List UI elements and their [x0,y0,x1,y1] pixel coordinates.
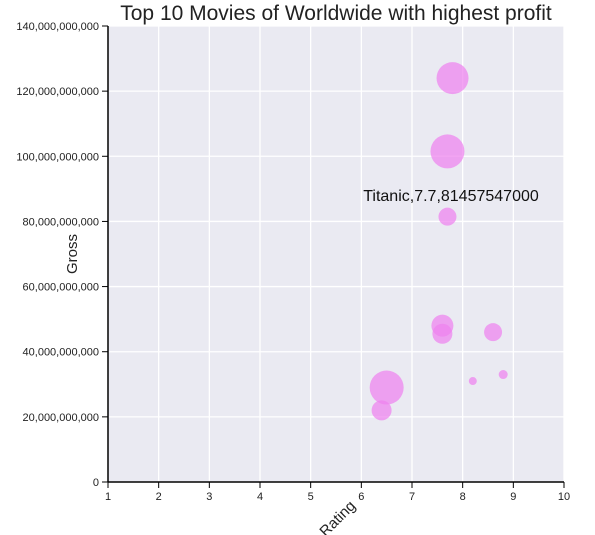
y-tick-label: 140,000,000,000 [16,21,99,33]
x-tick-label: 7 [409,491,415,503]
data-point-bubble [484,323,503,342]
axes: 1 2 3 4 5 6 7 8 9 10 0 20,000,000,000 40,000,000,000… [16,21,570,503]
data-point-bubble [498,370,508,380]
x-tick-label: 1 [105,491,111,503]
x-axis-title: Rating [316,497,359,535]
y-tick-label: 0 [93,477,99,489]
y-tick-label: 80,000,000,000 [23,216,99,228]
data-points [369,62,508,421]
x-tick-label: 10 [558,491,570,503]
data-point-bubble [369,370,404,405]
data-point-bubble [371,400,392,421]
y-tick-label: 40,000,000,000 [23,347,99,359]
y-tick-label: 60,000,000,000 [23,282,99,294]
data-point-bubble [436,62,469,95]
y-tick-label: 100,000,000,000 [16,151,99,163]
data-point-bubble [438,207,457,226]
y-tick-label: 20,000,000,000 [23,412,99,424]
y-axis-title: Gross [64,234,81,274]
data-point-bubble [468,377,477,386]
data-point-bubble [430,134,465,169]
point-annotation: Titanic,7.7,81457547000 [363,188,539,205]
data-point-bubble [432,323,453,344]
plot-background [108,26,564,482]
x-tick-label: 6 [358,491,364,503]
x-tick-label: 5 [308,491,314,503]
x-tick-label: 3 [206,491,212,503]
x-tick-label: 2 [156,491,162,503]
x-tick-label: 9 [510,491,516,503]
y-tick-label: 120,000,000,000 [16,86,99,98]
x-tick-label: 4 [257,491,263,503]
x-tick-label: 8 [460,491,466,503]
chart-title: Top 10 Movies of Worldwide with highest … [120,2,552,25]
